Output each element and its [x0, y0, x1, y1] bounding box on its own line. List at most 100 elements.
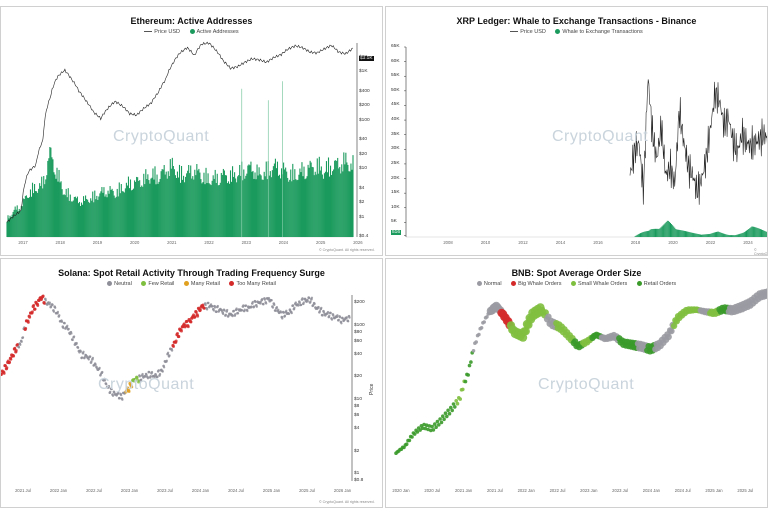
y-tick-label: $60: [354, 339, 363, 345]
legend-label: Neutral: [114, 281, 132, 287]
legend-item-active-addresses[interactable]: Active Addresses: [189, 29, 239, 35]
x-tick-label: 2016: [593, 240, 603, 245]
price-point: [287, 312, 291, 316]
y-tick-label: $4: [359, 185, 365, 191]
legend-label: Too Many Retail: [236, 281, 276, 287]
price-point: [162, 366, 166, 369]
price-point: [244, 304, 248, 307]
legend-item-whale-tx[interactable]: Whale to Exchange Transactions: [555, 29, 643, 35]
legend-item-few-retail[interactable]: Few Retail: [141, 281, 174, 287]
legend-item-many-retail[interactable]: Many Retail: [183, 281, 220, 287]
price-point: [463, 379, 468, 384]
legend-item-big-whale[interactable]: Big Whale Orders: [511, 281, 561, 287]
price-point: [262, 303, 265, 306]
price-point: [176, 331, 179, 335]
price-point: [111, 394, 115, 397]
price-point: [13, 346, 17, 350]
y-tick-label: 5K: [391, 219, 397, 225]
price-point: [764, 288, 767, 295]
x-tick-label: 2026 Jan: [333, 488, 352, 493]
x-tick-label: 2017: [18, 240, 28, 245]
price-point: [665, 333, 672, 341]
price-point: [79, 350, 82, 353]
price-point: [302, 301, 305, 304]
price-point: [298, 301, 301, 305]
price-point: [250, 305, 253, 308]
legend-item-small-whale[interactable]: Small Whale Orders: [571, 281, 627, 287]
price-point: [449, 405, 453, 410]
price-point: [404, 442, 409, 446]
x-tick-label: 2024 Jan: [642, 488, 661, 493]
y-tick-label: $100: [354, 322, 365, 328]
chart-panel-solana: Solana: Spot Retail Activity Through Tra…: [0, 258, 383, 508]
price-point: [150, 370, 154, 374]
legend-item-too-many-retail[interactable]: Too Many Retail: [229, 281, 276, 287]
price-point: [231, 314, 234, 318]
current-price-tag: $3.1K: [359, 56, 374, 61]
y-tick-label: $1: [354, 470, 360, 476]
price-point: [420, 426, 425, 430]
price-point: [54, 306, 57, 309]
price-point: [337, 318, 340, 322]
y-axis-label: Price: [369, 383, 375, 395]
bnb-plot[interactable]: [386, 259, 768, 508]
price-point: [291, 304, 295, 307]
price-point: [148, 370, 151, 374]
price-point: [158, 372, 162, 376]
legend-label: Whale to Exchange Transactions: [562, 29, 643, 35]
legend-dot-swatch: [189, 29, 195, 35]
price-point: [83, 355, 86, 359]
legend-item-neutral[interactable]: Neutral: [107, 281, 132, 287]
solana-plot[interactable]: [1, 259, 383, 508]
price-point: [103, 379, 107, 382]
legend-label: Price USD: [154, 29, 180, 35]
ethereum-plot[interactable]: [1, 7, 383, 256]
price-point: [431, 428, 436, 432]
xrp-plot[interactable]: [386, 7, 768, 256]
price-point: [445, 414, 449, 419]
price-point: [87, 358, 90, 361]
legend-item-retail[interactable]: Retail Orders: [636, 281, 676, 287]
price-point: [157, 369, 160, 372]
price-point: [329, 311, 332, 315]
price-point: [121, 398, 124, 401]
price-point: [21, 336, 25, 339]
legend-item-price[interactable]: Price USD: [510, 29, 546, 35]
price-point: [455, 401, 460, 406]
y-tick-label: $40: [354, 352, 363, 358]
price-point: [270, 299, 273, 302]
price-point: [43, 301, 46, 305]
price-point: [98, 366, 101, 370]
price-point: [437, 423, 441, 427]
price-point: [450, 408, 454, 413]
price-point: [285, 309, 288, 312]
price-point: [5, 366, 9, 370]
y-tick-label: $20: [354, 374, 363, 380]
price-point: [60, 320, 64, 324]
price-point: [56, 310, 60, 314]
price-point: [255, 305, 258, 308]
x-tick-label: 2023 Jul: [157, 488, 173, 493]
price-point: [447, 411, 452, 416]
price-point: [461, 387, 465, 392]
price-point: [318, 309, 322, 313]
legend-label: Price USD: [520, 29, 546, 35]
price-point: [215, 310, 218, 314]
price-point: [58, 314, 61, 317]
legend-item-normal[interactable]: Normal: [476, 281, 502, 287]
price-point: [141, 372, 144, 376]
x-tick-label: 2025 Jan: [262, 488, 281, 493]
price-point: [94, 363, 97, 366]
price-point: [117, 391, 120, 394]
price-point: [19, 343, 22, 346]
price-point: [433, 422, 437, 426]
x-tick-label: 2019: [92, 240, 103, 245]
x-tick-label: 2023 Jan: [120, 488, 139, 493]
legend-dot-swatch: [571, 281, 577, 287]
legend-item-price[interactable]: Price USD: [144, 29, 180, 35]
x-tick-label: 2020 Jul: [424, 488, 441, 493]
price-point: [30, 310, 34, 314]
price-point: [407, 438, 412, 443]
price-point: [474, 340, 478, 344]
price-point: [70, 332, 73, 335]
